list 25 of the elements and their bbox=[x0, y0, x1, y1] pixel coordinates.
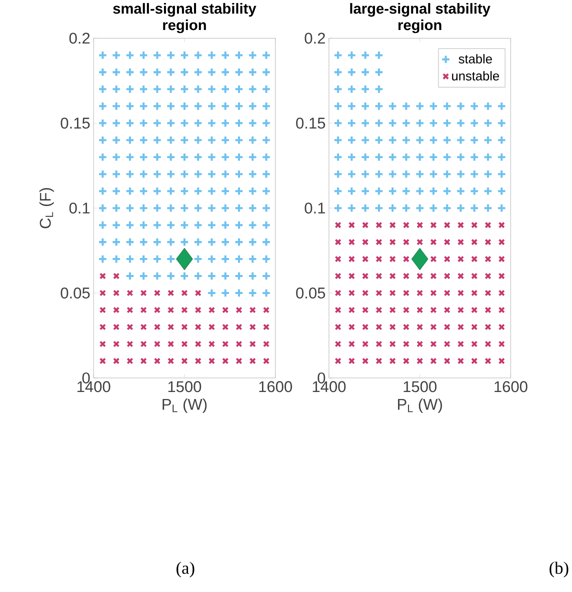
x-tick-label: 1600 bbox=[259, 381, 292, 392]
x-tick-label: 1500 bbox=[404, 381, 436, 392]
y-tick-label: 0.1 bbox=[69, 202, 90, 214]
legend-label: stable bbox=[458, 54, 492, 64]
legend-label: unstable bbox=[452, 71, 499, 80]
y-tick-label: 0.15 bbox=[60, 118, 90, 129]
x-tick-label: 1400 bbox=[312, 381, 346, 392]
x-axis-title: P$_{L}$ (W) bbox=[162, 398, 207, 413]
y-tick-label: 0.2 bbox=[304, 32, 325, 44]
y-tick-label: 0.15 bbox=[296, 118, 326, 129]
y-tick-label: 0 bbox=[318, 372, 326, 384]
x-tick-label: 1600 bbox=[494, 381, 528, 392]
text: (b) bbox=[550, 562, 568, 578]
text: (a) bbox=[176, 562, 194, 578]
y-tick-label: 0 bbox=[82, 372, 90, 384]
chart-title: small-signal stability region bbox=[113, 3, 256, 34]
y-tick-label: 0.05 bbox=[296, 288, 326, 299]
y-tick-label: 0.05 bbox=[60, 288, 90, 299]
x-axis-title: P$_{L}$ (W) bbox=[398, 398, 442, 413]
y-tick-label: 0.1 bbox=[304, 202, 325, 214]
x-tick-label: 1500 bbox=[168, 381, 202, 392]
x-tick-label: 1400 bbox=[77, 381, 110, 392]
chart-title: large-signal stability region bbox=[350, 3, 490, 34]
y-tick-label: 0.2 bbox=[69, 32, 90, 44]
y-axis-title: C$_{L}$ (F) bbox=[39, 188, 54, 228]
